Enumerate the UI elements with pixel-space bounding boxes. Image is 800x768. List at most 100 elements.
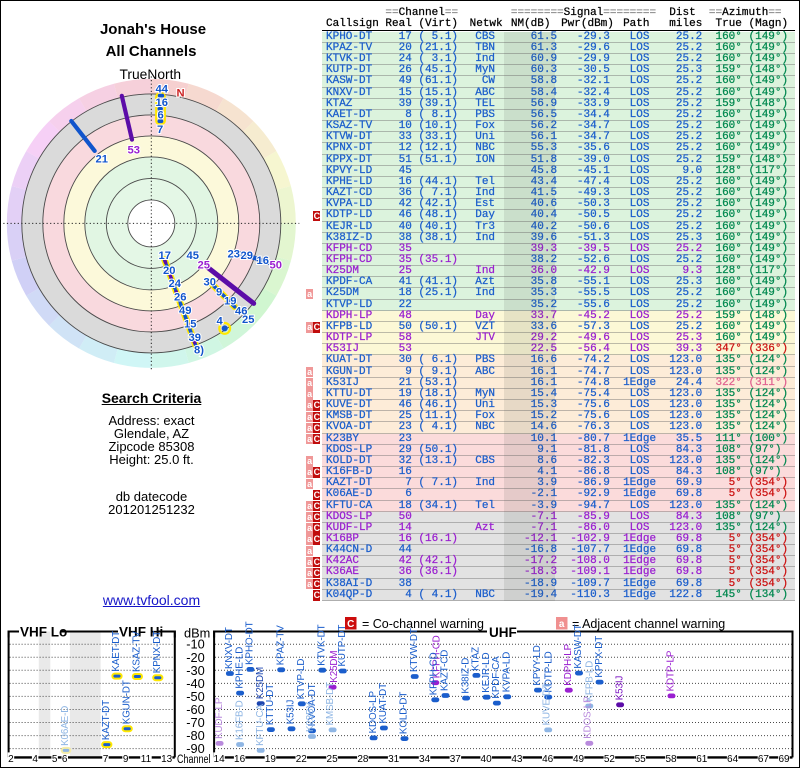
svg-text:KMSB-DT: KMSB-DT bbox=[325, 682, 336, 726]
svg-text:-10: -10 bbox=[186, 637, 205, 652]
svg-text:17: 17 bbox=[159, 250, 171, 262]
svg-text:KUVE-DT: KUVE-DT bbox=[541, 683, 552, 725]
svg-text:19: 19 bbox=[265, 754, 277, 765]
svg-text:KASW-DT: KASW-DT bbox=[573, 624, 584, 668]
svg-text:55: 55 bbox=[635, 754, 647, 765]
svg-text:a: a bbox=[559, 619, 565, 630]
svg-text:64: 64 bbox=[727, 754, 739, 765]
svg-text:2: 2 bbox=[8, 754, 14, 765]
svg-text:TrueNorth: TrueNorth bbox=[120, 67, 182, 82]
svg-text:VHF Hi: VHF Hi bbox=[119, 625, 163, 640]
svg-text:KPAZ-TV: KPAZ-TV bbox=[275, 625, 286, 666]
svg-text:KPDF-CA: KPDF-CA bbox=[491, 656, 502, 699]
svg-text:= Co-channel warning: = Co-channel warning bbox=[362, 617, 484, 631]
svg-text:KPHO-DT: KPHO-DT bbox=[245, 621, 256, 665]
svg-text:= Adjacent channel warning: = Adjacent channel warning bbox=[572, 617, 725, 631]
svg-text:K53IJ: K53IJ bbox=[286, 700, 297, 725]
svg-text:KOLD-DT: KOLD-DT bbox=[399, 692, 410, 734]
svg-text:52: 52 bbox=[604, 754, 616, 765]
svg-text:KVPA-LD: KVPA-LD bbox=[501, 652, 512, 693]
svg-text:C: C bbox=[347, 619, 354, 630]
svg-text:44: 44 bbox=[156, 83, 169, 95]
svg-text:11: 11 bbox=[141, 754, 152, 765]
svg-text:-20: -20 bbox=[186, 650, 205, 665]
svg-text:22: 22 bbox=[296, 754, 308, 765]
svg-text:K25DM: K25DM bbox=[329, 651, 340, 683]
svg-text:67: 67 bbox=[758, 754, 770, 765]
svg-text:53: 53 bbox=[128, 145, 140, 157]
svg-text:25: 25 bbox=[327, 754, 339, 765]
svg-text:29: 29 bbox=[241, 250, 253, 262]
svg-text:KGUN-DT: KGUN-DT bbox=[121, 680, 132, 724]
svg-text:VHF Lo: VHF Lo bbox=[20, 625, 67, 640]
svg-text:23: 23 bbox=[228, 248, 240, 260]
svg-text:Channel: Channel bbox=[177, 754, 211, 766]
svg-text:KDOS-LP: KDOS-LP bbox=[583, 696, 594, 739]
svg-text:KPPX-DT: KPPX-DT bbox=[594, 636, 605, 678]
svg-text:KDTP-LP: KDTP-LP bbox=[666, 650, 677, 691]
svg-text:4: 4 bbox=[217, 316, 224, 328]
svg-text:61: 61 bbox=[696, 754, 708, 765]
svg-text:30: 30 bbox=[204, 276, 216, 288]
svg-text:46: 46 bbox=[542, 754, 554, 765]
svg-text:13: 13 bbox=[161, 754, 173, 765]
svg-text:-70: -70 bbox=[186, 715, 205, 730]
svg-text:KFPB-LD: KFPB-LD bbox=[585, 661, 596, 702]
svg-text:45: 45 bbox=[187, 250, 199, 262]
svg-text:-80: -80 bbox=[186, 728, 205, 743]
svg-text:-90: -90 bbox=[186, 741, 205, 756]
svg-text:69: 69 bbox=[778, 754, 790, 765]
svg-text:21: 21 bbox=[96, 153, 108, 165]
svg-text:KFTU-CA: KFTU-CA bbox=[255, 704, 266, 746]
svg-text:15: 15 bbox=[184, 318, 196, 330]
svg-text:8): 8) bbox=[194, 344, 204, 356]
svg-text:34: 34 bbox=[419, 754, 431, 765]
svg-text:KEJR-LD: KEJR-LD bbox=[481, 653, 492, 693]
svg-text:6: 6 bbox=[158, 110, 164, 122]
svg-text:46: 46 bbox=[235, 305, 247, 317]
svg-text:6: 6 bbox=[62, 754, 68, 765]
svg-text:KPVY-LD: KPVY-LD bbox=[532, 645, 543, 685]
svg-text:K06AE-D: K06AE-D bbox=[60, 706, 71, 746]
svg-text:N: N bbox=[177, 88, 185, 100]
svg-text:7: 7 bbox=[103, 754, 109, 765]
svg-text:4: 4 bbox=[32, 754, 38, 765]
svg-text:K25DM: K25DM bbox=[255, 667, 266, 699]
svg-text:KAZT-DT: KAZT-DT bbox=[101, 700, 112, 740]
svg-text:dBm: dBm bbox=[184, 626, 210, 641]
svg-text:7: 7 bbox=[157, 124, 163, 136]
svg-text:KTVK-DT: KTVK-DT bbox=[317, 624, 328, 665]
svg-text:KDTP-LD: KDTP-LD bbox=[543, 651, 554, 692]
svg-text:43: 43 bbox=[511, 754, 523, 765]
svg-text:20: 20 bbox=[163, 265, 175, 277]
svg-text:37: 37 bbox=[450, 754, 462, 765]
svg-text:KPNX-DT: KPNX-DT bbox=[152, 631, 163, 673]
svg-text:UHF: UHF bbox=[489, 625, 517, 640]
svg-text:14: 14 bbox=[214, 754, 226, 765]
svg-text:40: 40 bbox=[481, 754, 493, 765]
svg-text:K38IZ-D: K38IZ-D bbox=[460, 658, 471, 694]
svg-text:28: 28 bbox=[357, 754, 369, 765]
svg-text:KDPH-LP: KDPH-LP bbox=[563, 643, 574, 685]
svg-text:31: 31 bbox=[388, 754, 400, 765]
svg-text:-30: -30 bbox=[186, 663, 205, 678]
svg-text:KUDF-LP: KUDF-LP bbox=[214, 697, 225, 739]
svg-text:KUAT-DT: KUAT-DT bbox=[378, 683, 389, 724]
svg-text:50: 50 bbox=[270, 259, 282, 271]
svg-text:24: 24 bbox=[169, 278, 182, 290]
svg-text:49: 49 bbox=[573, 754, 585, 765]
svg-text:KSAZ-TV: KSAZ-TV bbox=[132, 631, 143, 672]
svg-text:KDOS-LP: KDOS-LP bbox=[368, 691, 379, 734]
svg-text:39: 39 bbox=[189, 332, 201, 344]
svg-text:KTAZ: KTAZ bbox=[471, 647, 482, 671]
svg-text:KAZT-CD: KAZT-CD bbox=[440, 650, 451, 691]
svg-text:KTVW-DT: KTVW-DT bbox=[409, 628, 420, 672]
svg-text:KPHE-LD: KPHE-LD bbox=[234, 647, 245, 689]
svg-text:9: 9 bbox=[123, 754, 129, 765]
svg-text:26: 26 bbox=[174, 292, 186, 304]
svg-text:58: 58 bbox=[665, 754, 677, 765]
svg-text:KNXV-DT: KNXV-DT bbox=[224, 627, 235, 669]
svg-text:25: 25 bbox=[198, 259, 210, 271]
svg-text:-60: -60 bbox=[186, 702, 205, 717]
svg-text:9: 9 bbox=[216, 286, 222, 298]
